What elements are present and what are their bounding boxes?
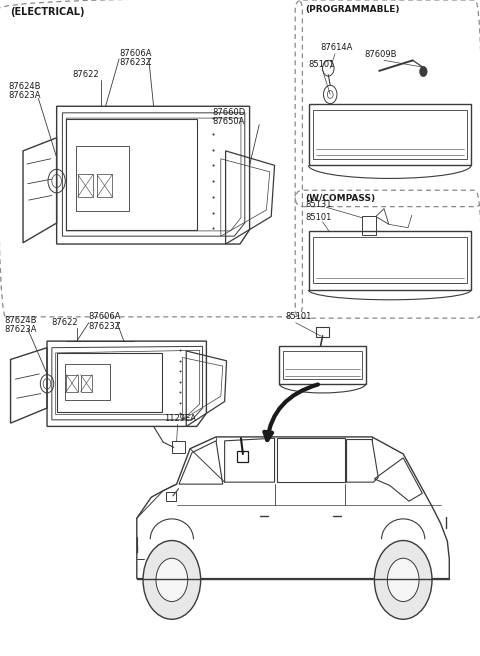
Text: 85131: 85131 — [305, 199, 332, 209]
Text: (ELECTRICAL): (ELECTRICAL) — [11, 7, 85, 17]
Text: (PROGRAMMABLE): (PROGRAMMABLE) — [305, 5, 400, 14]
Text: 87624B: 87624B — [9, 81, 41, 91]
Text: 87624B: 87624B — [5, 316, 37, 325]
Text: 87622: 87622 — [52, 318, 78, 327]
Circle shape — [143, 541, 201, 619]
Circle shape — [420, 66, 427, 77]
Text: 87623A: 87623A — [9, 91, 41, 100]
Text: 87623A: 87623A — [5, 325, 37, 334]
Text: 87623Z: 87623Z — [119, 58, 152, 67]
Text: 87660D: 87660D — [212, 108, 245, 117]
Text: (W/COMPASS): (W/COMPASS) — [305, 194, 375, 203]
Text: 1129EA: 1129EA — [164, 414, 196, 423]
Circle shape — [156, 558, 188, 602]
Text: 85101: 85101 — [285, 312, 312, 321]
Text: 87614A: 87614A — [321, 43, 353, 52]
Text: 85101: 85101 — [305, 213, 332, 222]
Text: 85101: 85101 — [309, 60, 335, 69]
Text: 87609B: 87609B — [365, 50, 397, 59]
Text: 87623Z: 87623Z — [89, 321, 121, 331]
Circle shape — [387, 558, 419, 602]
Circle shape — [374, 541, 432, 619]
Text: 87622: 87622 — [72, 70, 98, 79]
Text: 87650A: 87650A — [212, 117, 244, 126]
Text: 87606A: 87606A — [89, 312, 121, 321]
Text: 87606A: 87606A — [119, 49, 152, 58]
